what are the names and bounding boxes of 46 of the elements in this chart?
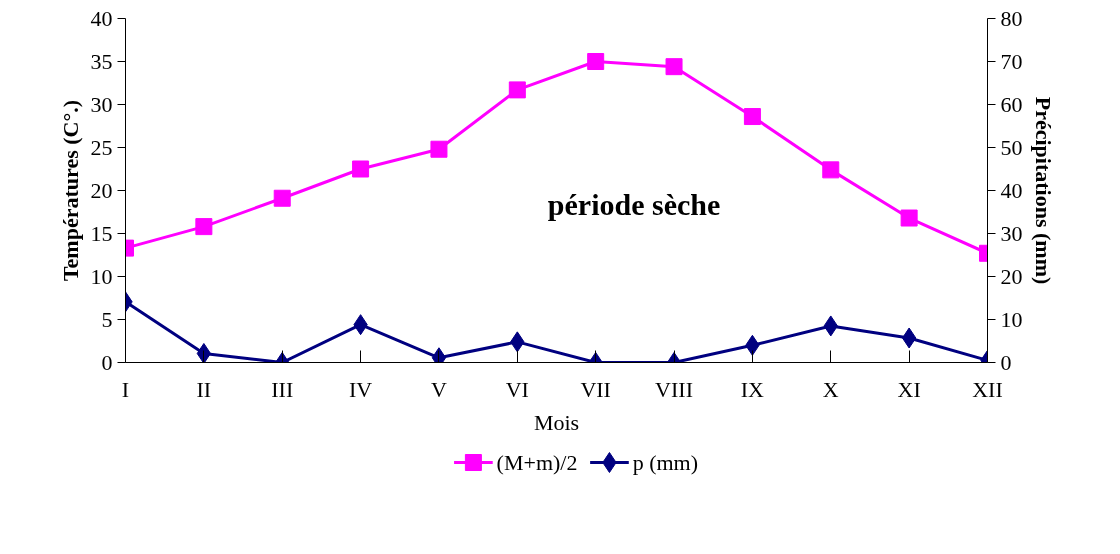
x-tick-label: X (822, 376, 839, 402)
y-tick-label: 15 (90, 220, 113, 246)
x-tick-label: I (121, 376, 130, 402)
point (273, 189, 291, 207)
point (822, 161, 840, 179)
point (587, 53, 605, 70)
x-tick-label: VII (580, 376, 611, 402)
y2-tick-label: 40 (1000, 177, 1023, 203)
y2-tick-label: 0 (1000, 349, 1012, 375)
y-tick-label: 35 (90, 48, 113, 74)
point (352, 160, 370, 178)
x-tick-label: IV (348, 376, 373, 402)
x-tick-label: XI (897, 376, 921, 402)
x-tick-label: III (271, 376, 294, 402)
y-tick-label: 30 (90, 91, 113, 117)
x-tick-label: VI (505, 376, 529, 402)
x-tick-label: VIII (655, 376, 693, 402)
y2-tick-label: 70 (1000, 48, 1023, 74)
y-tick-label: 25 (90, 134, 113, 160)
y2-tick-label: 50 (1000, 134, 1023, 160)
x-tick-label: IX (740, 376, 765, 402)
point (743, 108, 761, 126)
y2-tick-label: 80 (1000, 5, 1023, 31)
y2-tick-label: 10 (1000, 306, 1023, 332)
y2-tick-label: 60 (1000, 91, 1023, 117)
y-tick-label: 0 (101, 349, 113, 375)
x-tick-label: V (431, 376, 448, 402)
point (430, 140, 448, 158)
point (508, 81, 526, 99)
legend-label: p (mm) (632, 450, 699, 475)
point (665, 58, 683, 76)
y-tick-label: 40 (90, 5, 113, 31)
x-tick-label: II (196, 376, 212, 402)
y2-axis-title: Précipitations (mm) (1030, 96, 1056, 285)
point (195, 218, 213, 236)
annotation: période sèche (547, 187, 721, 221)
y-tick-label: 20 (90, 177, 113, 203)
y-tick-label: 5 (101, 306, 113, 332)
y-tick-label: 10 (90, 263, 113, 289)
x-axis-title: Mois (533, 409, 580, 435)
y2-tick-label: 30 (1000, 220, 1023, 246)
legend-label: (M+m)/2 (496, 450, 578, 475)
point (900, 209, 918, 227)
x-tick-label: XII (972, 376, 1003, 402)
y-axis-title: Températures (C°.) (57, 99, 83, 282)
y2-tick-label: 20 (1000, 263, 1023, 289)
